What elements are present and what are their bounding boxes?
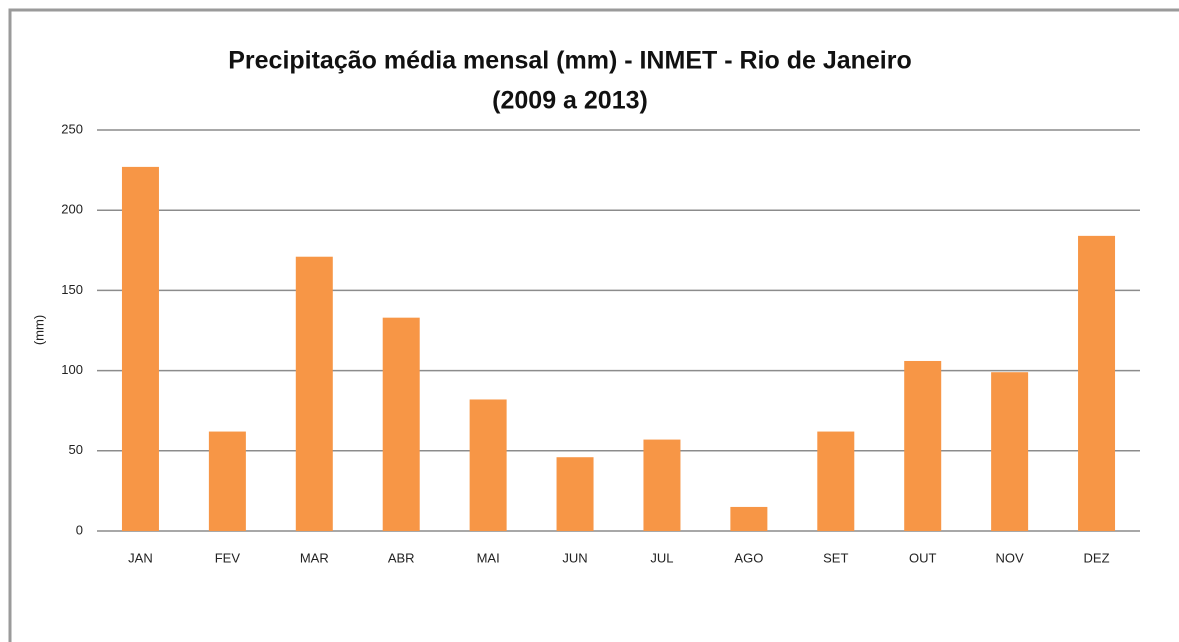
x-tick-label: DEZ [1084, 550, 1110, 565]
y-tick-label: 200 [61, 202, 83, 217]
x-tick-label: JUN [562, 550, 587, 565]
x-tick-label: SET [823, 550, 848, 565]
bar [817, 431, 855, 531]
x-tick-label: JUL [650, 550, 673, 565]
bar [730, 506, 768, 531]
bar [556, 457, 594, 531]
chart-title: Precipitação média mensal (mm) - INMET -… [228, 47, 912, 75]
bar [1078, 235, 1116, 531]
x-tick-label: OUT [909, 550, 937, 565]
x-tick-label: AGO [734, 550, 763, 565]
x-tick-label: MAI [477, 550, 500, 565]
bar [904, 360, 942, 531]
y-axis-label: (mm) [31, 315, 46, 345]
x-tick-label: ABR [388, 550, 415, 565]
y-tick-label: 150 [61, 282, 83, 297]
chart-frame [8, 8, 1179, 642]
x-tick-label: FEV [215, 550, 241, 565]
x-tick-label: JAN [128, 550, 153, 565]
y-tick-label: 250 [61, 121, 83, 136]
bar [991, 372, 1029, 531]
x-tick-label: MAR [300, 550, 329, 565]
bar [382, 317, 420, 531]
bar [643, 439, 681, 531]
bar [295, 256, 333, 531]
y-tick-label: 100 [61, 362, 83, 377]
y-tick-label: 50 [69, 442, 83, 457]
x-tick-label: NOV [996, 550, 1025, 565]
y-tick-label: 0 [76, 522, 83, 537]
bar [121, 166, 159, 531]
chart-subtitle: (2009 a 2013) [492, 87, 648, 115]
bar [208, 431, 246, 531]
bar [469, 399, 507, 531]
